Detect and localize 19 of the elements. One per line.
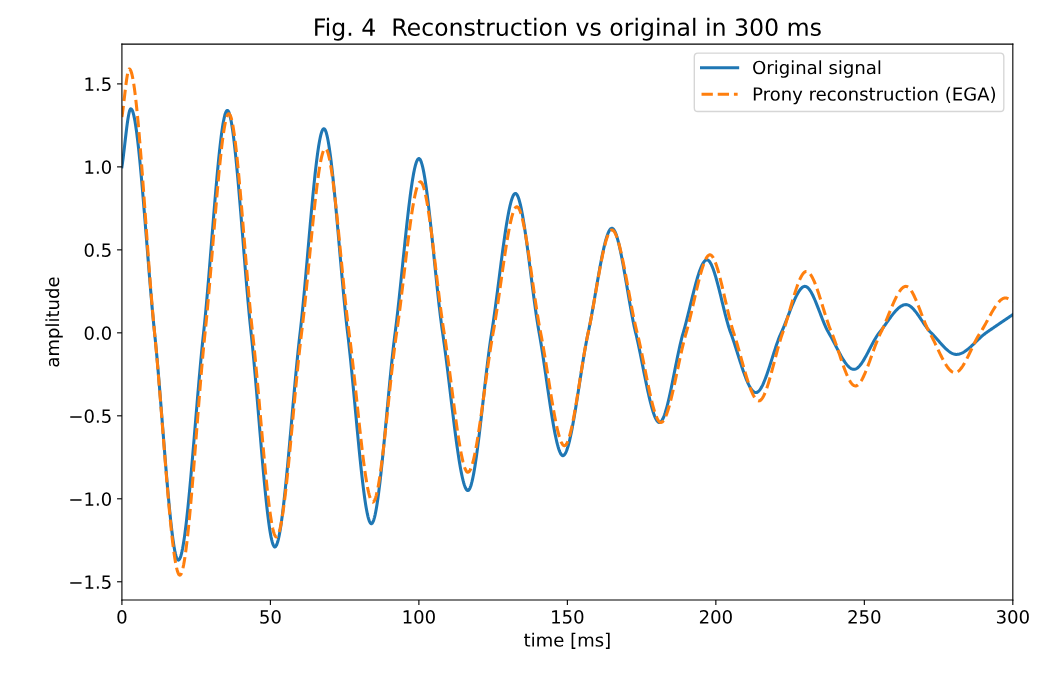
x-tick-label: 100 bbox=[403, 610, 435, 624]
y-tick-label: 0.0 bbox=[84, 326, 111, 340]
x-axis-title: time [ms] bbox=[524, 632, 610, 649]
y-axis-title: amplitude bbox=[45, 277, 63, 367]
legend-label: Original signal bbox=[753, 60, 881, 78]
x-tick-label: 50 bbox=[260, 610, 281, 624]
legend-label: Prony reconstruction (EGA) bbox=[753, 86, 996, 105]
x-tick-label: 200 bbox=[699, 610, 732, 624]
x-tick-label: 300 bbox=[996, 610, 1029, 624]
x-tick-label: 150 bbox=[552, 610, 584, 624]
x-tick-label: 250 bbox=[848, 610, 881, 624]
y-tick-label: −1.0 bbox=[70, 492, 111, 506]
y-tick-label: 1.5 bbox=[85, 77, 111, 92]
y-tick-label: −1.5 bbox=[70, 575, 111, 589]
y-tick-label: 0.5 bbox=[84, 243, 111, 257]
x-tick-label: 0 bbox=[117, 610, 127, 624]
chart-title: Fig. 4 Reconstruction vs original in 300 ms bbox=[315, 17, 821, 41]
y-tick-label: −0.5 bbox=[70, 409, 111, 423]
y-tick-label: 1.0 bbox=[85, 160, 111, 174]
